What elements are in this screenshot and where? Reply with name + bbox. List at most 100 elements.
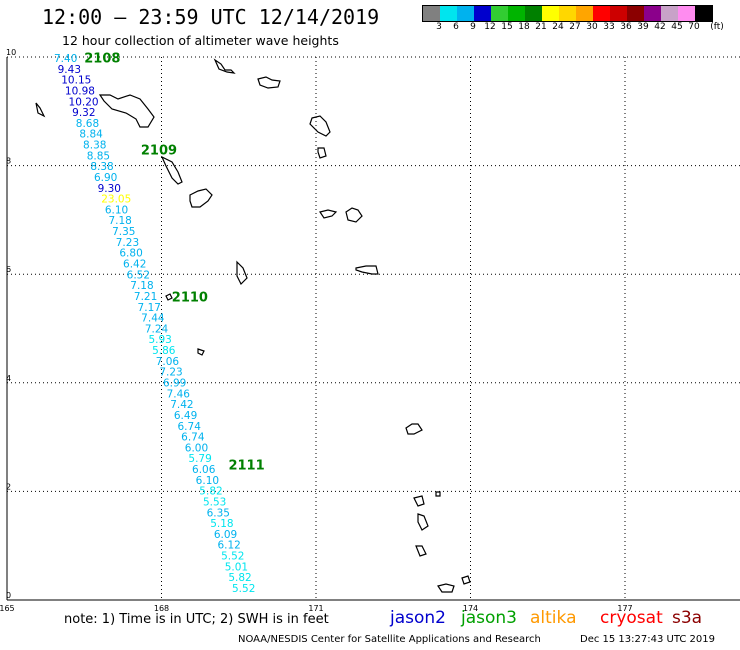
island-shape [437, 583, 455, 593]
island-outlines [35, 58, 471, 593]
color-swatch [440, 6, 457, 21]
color-scale-tick: 3 [436, 22, 442, 32]
wave-height-value: 6.99 [163, 377, 186, 389]
color-swatch [576, 6, 593, 21]
wave-height-value: 7.21 [134, 291, 157, 303]
color-swatch [678, 6, 695, 21]
satellite-name: altika [530, 608, 577, 628]
wave-height-value: 6.90 [94, 172, 117, 184]
color-scale-tick: 21 [535, 22, 547, 32]
wave-height-value: 10.20 [69, 96, 99, 108]
pass-number: 2108 [84, 51, 120, 66]
island-shape [257, 76, 281, 89]
map-title: 12:00 – 23:59 UTC 12/14/2019 [42, 5, 380, 29]
island-shape [461, 575, 471, 585]
wave-height-value: 6.74 [181, 432, 205, 444]
wave-height-value: 23.05 [101, 194, 131, 206]
island-shape [405, 423, 423, 435]
y-tick-label: 0 [6, 591, 11, 600]
x-tick-label: 171 [308, 604, 323, 613]
y-tick-label: 4 [6, 374, 11, 383]
island-shape [213, 58, 236, 74]
pass-number: 2111 [228, 459, 264, 474]
wave-height-value: 7.23 [159, 367, 182, 379]
color-swatch [695, 6, 712, 21]
color-swatch [423, 6, 440, 21]
wave-height-value: 6.52 [127, 269, 150, 281]
map-grid [7, 56, 740, 600]
pass-number: 2110 [172, 290, 208, 305]
satellite-name: s3a [672, 608, 703, 628]
color-swatch [508, 6, 525, 21]
wave-height-value: 10.15 [61, 75, 91, 87]
color-scale-tick: 27 [569, 22, 581, 32]
color-swatch [644, 6, 661, 21]
wave-height-value: 5.86 [152, 345, 176, 357]
wave-height-value: 7.18 [108, 215, 131, 227]
wave-height-value: 6.06 [192, 464, 216, 476]
x-tick-label: 168 [154, 604, 169, 613]
color-scale-bar [422, 5, 713, 22]
x-tick-label: 174 [463, 604, 478, 613]
color-scale-tick: 18 [518, 22, 530, 32]
wave-height-value: 7.35 [112, 226, 135, 238]
color-scale-tick: 12 [484, 22, 496, 32]
wave-height-value: 9.43 [58, 64, 81, 76]
color-swatch [457, 6, 474, 21]
wave-height-value: 5.53 [203, 496, 226, 508]
wave-height-value: 6.12 [217, 540, 240, 552]
color-swatch [593, 6, 610, 21]
island-shape [317, 147, 327, 159]
y-tick-label: 8 [6, 157, 11, 166]
color-swatch [610, 6, 627, 21]
map-subtitle: 12 hour collection of altimeter wave hei… [62, 33, 339, 48]
island-shape [236, 260, 248, 286]
wave-height-value: 6.10 [105, 204, 128, 216]
wave-height-value: 8.84 [79, 129, 103, 141]
x-tick-label: 177 [617, 604, 632, 613]
credit-line: NOAA/NESDIS Center for Satellite Applica… [238, 634, 541, 645]
map-frame [6, 57, 740, 601]
wave-height-value: 8.85 [87, 150, 110, 162]
wave-height-value: 8.68 [76, 118, 99, 130]
color-scale-tick: 70 [688, 22, 700, 32]
wave-height-value: 6.74 [178, 421, 202, 433]
wave-height-value: 5.52 [221, 551, 244, 563]
wave-height-value: 5.82 [228, 572, 251, 584]
wave-height-value: 7.06 [156, 356, 180, 368]
color-scale-ticks: 3 6 9 12 15 18 21 24 27 30 33 36 39 42 45 70 (ft) [422, 22, 740, 34]
wave-height-value: 6.42 [123, 259, 146, 271]
y-tick-label: 10 [6, 48, 16, 57]
island-shape [189, 188, 213, 208]
x-tick-label: 165 [0, 604, 15, 613]
axis-ticks: 165 168 171 174 177 10 8 6 4 2 0 [0, 48, 633, 613]
wave-height-value: 8.38 [83, 140, 106, 152]
generation-timestamp: Dec 15 13:27:43 UTC 2019 [580, 634, 715, 645]
color-scale-tick: 6 [453, 22, 459, 32]
wave-height-value: 5.79 [188, 453, 211, 465]
wave-height-value: 10.98 [65, 85, 95, 97]
color-swatch [542, 6, 559, 21]
island-shape [165, 293, 173, 301]
y-tick-label: 2 [6, 482, 11, 491]
island-shape [197, 348, 205, 356]
island-shape [413, 495, 425, 507]
island-shape [435, 491, 441, 497]
wave-height-value: 6.10 [196, 475, 219, 487]
color-scale-tick: 30 [586, 22, 598, 32]
color-scale-tick: 9 [470, 22, 476, 32]
wave-height-value: 7.24 [145, 323, 169, 335]
island-shape [345, 207, 363, 223]
wave-height-value: 7.17 [138, 302, 161, 314]
wave-height-value: 7.46 [167, 388, 191, 400]
wave-height-value: 7.18 [130, 280, 153, 292]
color-swatch [627, 6, 644, 21]
wave-height-value: 5.01 [225, 561, 248, 573]
wave-height-value: 5.82 [199, 486, 222, 498]
wave-height-value: 7.44 [141, 313, 165, 325]
island-shape [319, 209, 338, 219]
island-shape [98, 94, 155, 128]
satellite-name: cryosat [600, 608, 663, 628]
color-scale-tick: 42 [654, 22, 666, 32]
color-scale-tick: 39 [637, 22, 649, 32]
